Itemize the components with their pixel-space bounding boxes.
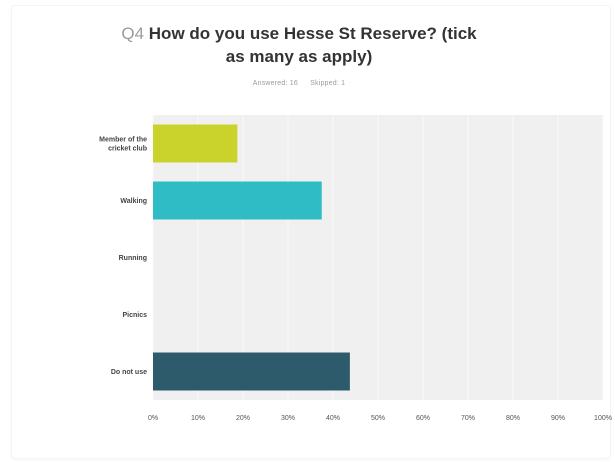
- x-tick-label: 60%: [416, 415, 430, 422]
- bar: [153, 181, 322, 220]
- bar: [153, 124, 238, 163]
- answered-count: Answered: 16: [252, 80, 298, 87]
- question-title-line-1: How do you use Hesse St Reserve? (tick: [148, 24, 477, 43]
- question-number: Q4: [121, 24, 145, 43]
- category-label: Walking: [120, 198, 147, 205]
- question-title: Q4 How do you use Hesse St Reserve? (tic…: [0, 22, 598, 68]
- x-tick-label: 80%: [506, 415, 520, 422]
- category-label: Member of the cricket club: [99, 137, 147, 153]
- category-label: Picnics: [122, 312, 147, 319]
- x-tick-label: 30%: [281, 415, 295, 422]
- x-tick-label: 70%: [461, 415, 475, 422]
- x-tick-label: 0%: [148, 415, 158, 422]
- x-tick-label: 20%: [236, 415, 250, 422]
- x-tick-label: 40%: [326, 415, 340, 422]
- x-tick-label: 10%: [191, 415, 205, 422]
- x-tick-label: 50%: [371, 415, 385, 422]
- category-label: Running: [119, 255, 147, 262]
- x-tick-label: 90%: [551, 415, 565, 422]
- category-label: Do not use: [111, 369, 147, 376]
- question-title-line-2: as many as apply): [225, 47, 373, 66]
- response-stats: Answered: 16 Skipped: 1: [0, 80, 598, 87]
- skipped-count: Skipped: 1: [310, 80, 346, 87]
- bar: [153, 352, 350, 391]
- x-tick-label: 100%: [594, 415, 612, 422]
